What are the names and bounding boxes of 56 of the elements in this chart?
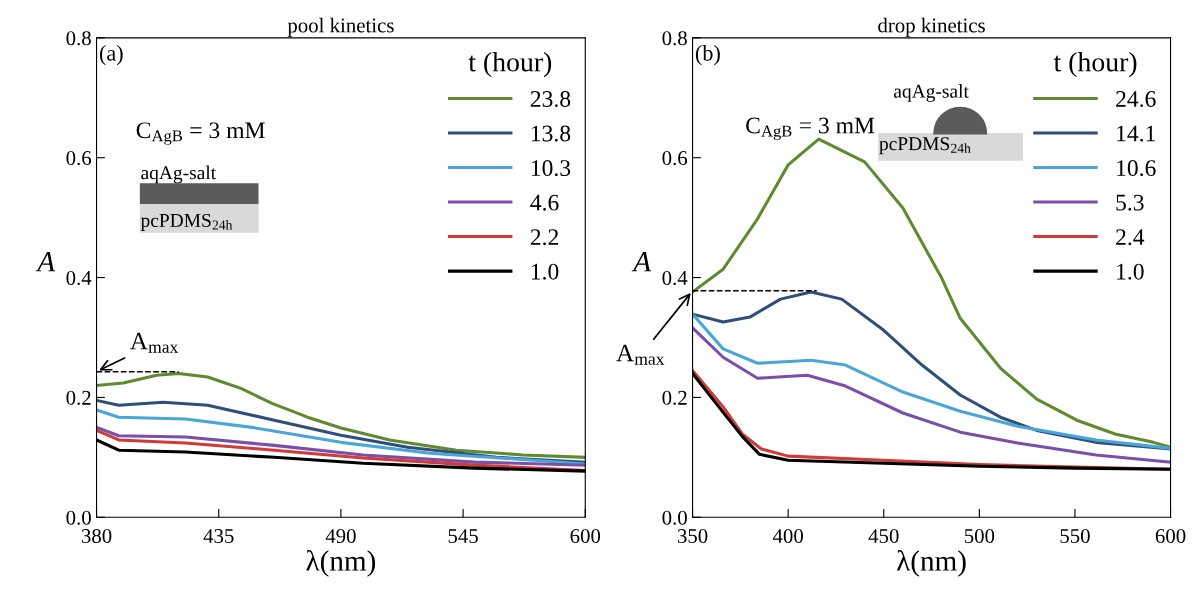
y-axis-title: A [631,252,652,272]
y-tick-label: 0.4 [66,270,92,286]
x-tick-label: 380 [81,528,112,544]
chart-title: pool kinetics [287,17,394,37]
y-tick-label: 0.4 [662,270,688,286]
y-tick-label: 0.6 [662,151,688,166]
x-tick-label: 435 [203,529,234,544]
y-tick-label: 0.8 [66,31,91,46]
annotation: pcPDMS$_{24h}$ [879,137,971,155]
legend-label: 24.6 [1116,91,1156,108]
line-series [96,428,586,473]
annotation: C$_{AgB}$ = 3 mM [136,122,265,145]
x-axis-title: λ(nm) [306,550,376,577]
x-tick-label: 350 [677,528,708,544]
y-tick-label: 0.0 [66,510,91,525]
line-series [96,371,586,459]
x-tick-label: 400 [772,528,803,544]
y-tick-label: 0.6 [66,151,92,166]
x-tick-label: 545 [448,529,478,544]
legend-label: 5.3 [1116,194,1144,211]
y-axis-title: A [35,252,56,272]
legend-label: 2.2 [530,229,558,246]
line-series [96,408,586,466]
x-axis-title: λ(nm) [896,550,966,577]
legend-label: 2.4 [1116,229,1145,246]
annotation: C$_{AgB}$ = 3 mM [746,117,875,141]
chart-title: drop kinetics [878,17,985,37]
legend-title: t (hour) [1053,51,1137,78]
legend-title: t (hour) [468,51,552,78]
x-tick-label: 450 [868,528,899,544]
legend-label: 10.3 [531,160,571,177]
annotation: (b) [695,45,720,66]
annotation: pcPDMS$_{24h}$ [140,213,233,231]
legend-label: 23.8 [530,90,571,108]
legend-label: 13.8 [531,125,571,142]
x-tick-label: 490 [325,528,356,544]
x-tick-label: 500 [964,528,995,544]
y-tick-label: 0.2 [662,390,687,405]
x-tick-label: 600 [570,528,601,544]
legend-label: 10.6 [1117,160,1156,177]
annotation: aqAg-salt [893,84,969,102]
legend-label: 1.0 [1117,263,1144,280]
y-tick-label: 0.0 [662,510,687,525]
x-tick-label: 550 [1060,528,1090,544]
legend-label: 14.1 [1117,125,1155,142]
line-series [692,326,1171,464]
annotation: (a) [99,45,123,66]
legend-label: 1.0 [531,263,559,280]
y-tick-label: 0.2 [66,390,91,405]
annotation: A$_{max}$ [616,344,665,365]
x-tick-label: 600 [1155,528,1186,544]
annotation: aqAg-salt [141,165,217,184]
legend-label: 4.6 [530,194,559,211]
annotation: A$_{max}$ [130,332,179,353]
y-tick-label: 0.8 [662,31,687,46]
line-series [96,425,586,467]
